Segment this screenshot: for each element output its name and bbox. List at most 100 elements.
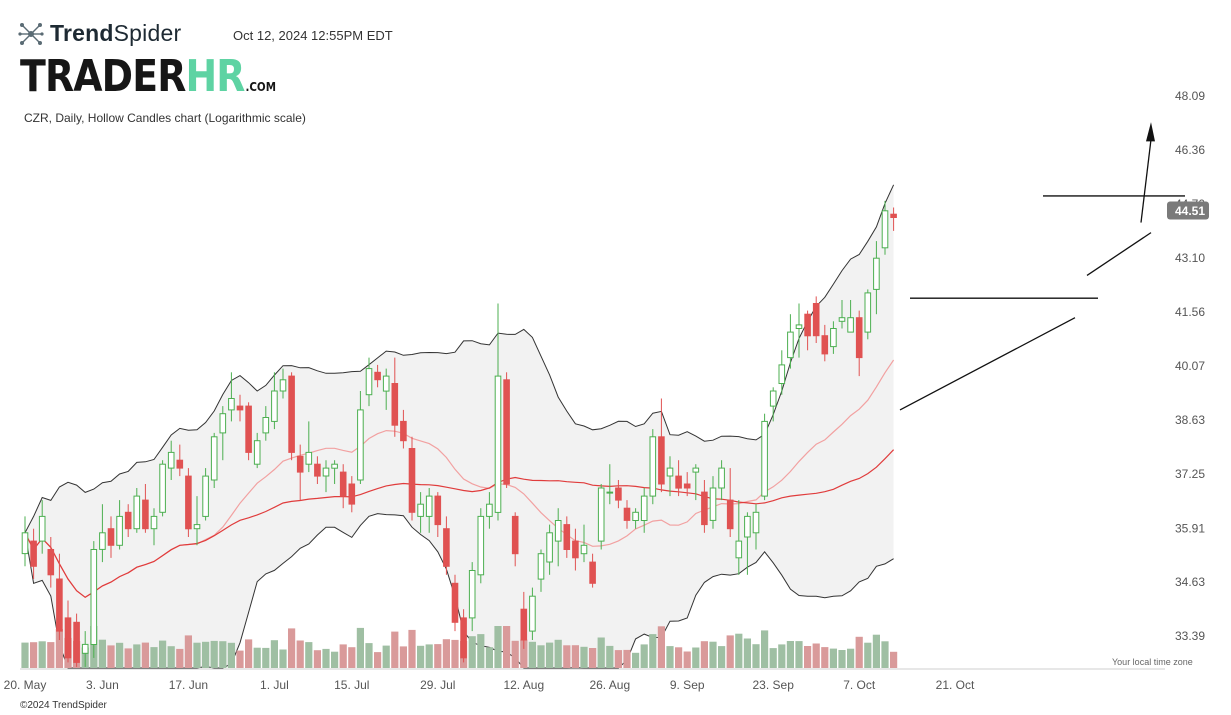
- volume-bar: [804, 646, 812, 668]
- candle-body: [47, 549, 55, 576]
- candle-body: [795, 324, 803, 329]
- candle: [701, 480, 708, 533]
- candle: [81, 631, 89, 667]
- candle: [331, 460, 338, 484]
- volume-bar: [391, 631, 399, 668]
- volume-bar: [296, 640, 304, 668]
- candle: [305, 421, 313, 473]
- candle: [752, 504, 760, 550]
- candle: [640, 488, 648, 533]
- volume-bar: [769, 648, 777, 668]
- candle-body: [339, 471, 347, 497]
- volume-bar: [219, 641, 227, 668]
- candle-body: [150, 515, 158, 530]
- candle-body: [185, 475, 192, 530]
- candle-body: [331, 463, 338, 469]
- candle-body: [658, 436, 665, 485]
- volume-bar: [442, 639, 450, 668]
- volume-bar: [167, 646, 175, 668]
- volume-bar: [761, 630, 769, 668]
- x-tick-label: 15. Jul: [334, 678, 369, 692]
- candle-body: [460, 617, 467, 659]
- candle-body: [778, 364, 786, 384]
- copyright-text: ©2024 TrendSpider: [20, 700, 107, 711]
- volume-bar: [408, 629, 416, 668]
- volume-bar: [847, 648, 855, 668]
- candle-body: [99, 532, 106, 550]
- candle: [271, 372, 278, 430]
- candle-body: [219, 413, 227, 434]
- volume-bar: [812, 643, 820, 668]
- candle: [503, 372, 510, 488]
- volume-bar: [288, 628, 296, 668]
- volume-bar: [236, 650, 244, 668]
- candle-body: [382, 375, 390, 392]
- candle-body: [408, 448, 416, 513]
- candle: [812, 296, 820, 343]
- candle-body: [167, 451, 175, 469]
- candle: [511, 512, 519, 567]
- candle-body: [804, 313, 811, 337]
- candle-body: [546, 532, 553, 563]
- candle-body: [107, 528, 115, 546]
- candle-body: [391, 383, 399, 426]
- x-tick-label: 3. Jun: [86, 678, 119, 692]
- candle-body: [675, 475, 682, 489]
- candle: [339, 464, 347, 509]
- candle-body: [881, 210, 889, 249]
- candle-body: [709, 487, 717, 521]
- candle-body: [468, 570, 476, 619]
- volume-bar: [262, 647, 270, 668]
- candle-body: [503, 379, 510, 485]
- candle: [185, 468, 192, 537]
- candle: [236, 394, 244, 422]
- candle: [735, 500, 743, 575]
- volume-bar: [640, 644, 648, 668]
- candle-body: [812, 303, 820, 337]
- volume-bar: [382, 645, 390, 668]
- candle: [632, 508, 639, 529]
- candle-body: [38, 515, 46, 542]
- candle-body: [279, 379, 287, 392]
- volume-bar: [838, 650, 846, 668]
- x-tick-label: 1. Jul: [260, 678, 289, 692]
- candle-body: [296, 455, 304, 473]
- candle-body: [30, 540, 37, 567]
- candle: [520, 591, 528, 649]
- volume-bar: [210, 640, 218, 668]
- candle-body: [554, 520, 562, 542]
- candle-body: [615, 487, 622, 501]
- y-tick-label: 37.25: [1175, 467, 1205, 481]
- candle: [417, 492, 424, 533]
- candle: [460, 609, 467, 663]
- candle: [443, 516, 450, 575]
- volume-bar: [477, 634, 485, 668]
- volume-bar: [339, 644, 347, 668]
- x-tick-label: 29. Jul: [420, 678, 455, 692]
- candle: [202, 468, 209, 521]
- volume-bar: [778, 644, 786, 668]
- candle: [847, 300, 854, 333]
- volume-bar: [511, 640, 519, 668]
- volume-bar: [365, 643, 373, 668]
- candle-body: [821, 335, 829, 355]
- y-tick-label: 43.10: [1175, 251, 1205, 265]
- candle: [873, 241, 880, 315]
- candle-body: [451, 582, 459, 623]
- volume-bar: [417, 645, 425, 668]
- x-tick-label: 12. Aug: [503, 678, 544, 692]
- candle-body: [305, 451, 313, 465]
- volume-bar: [451, 639, 459, 668]
- candle: [718, 460, 725, 501]
- candle: [279, 368, 287, 399]
- candle: [219, 406, 227, 461]
- candle: [322, 460, 330, 493]
- volume-bar: [554, 639, 562, 668]
- volume-bar: [55, 629, 63, 668]
- candle: [391, 357, 399, 437]
- candle-body: [202, 475, 209, 517]
- candle: [529, 587, 536, 640]
- candle: [253, 432, 261, 469]
- candle-body: [855, 317, 863, 359]
- candle: [709, 476, 717, 529]
